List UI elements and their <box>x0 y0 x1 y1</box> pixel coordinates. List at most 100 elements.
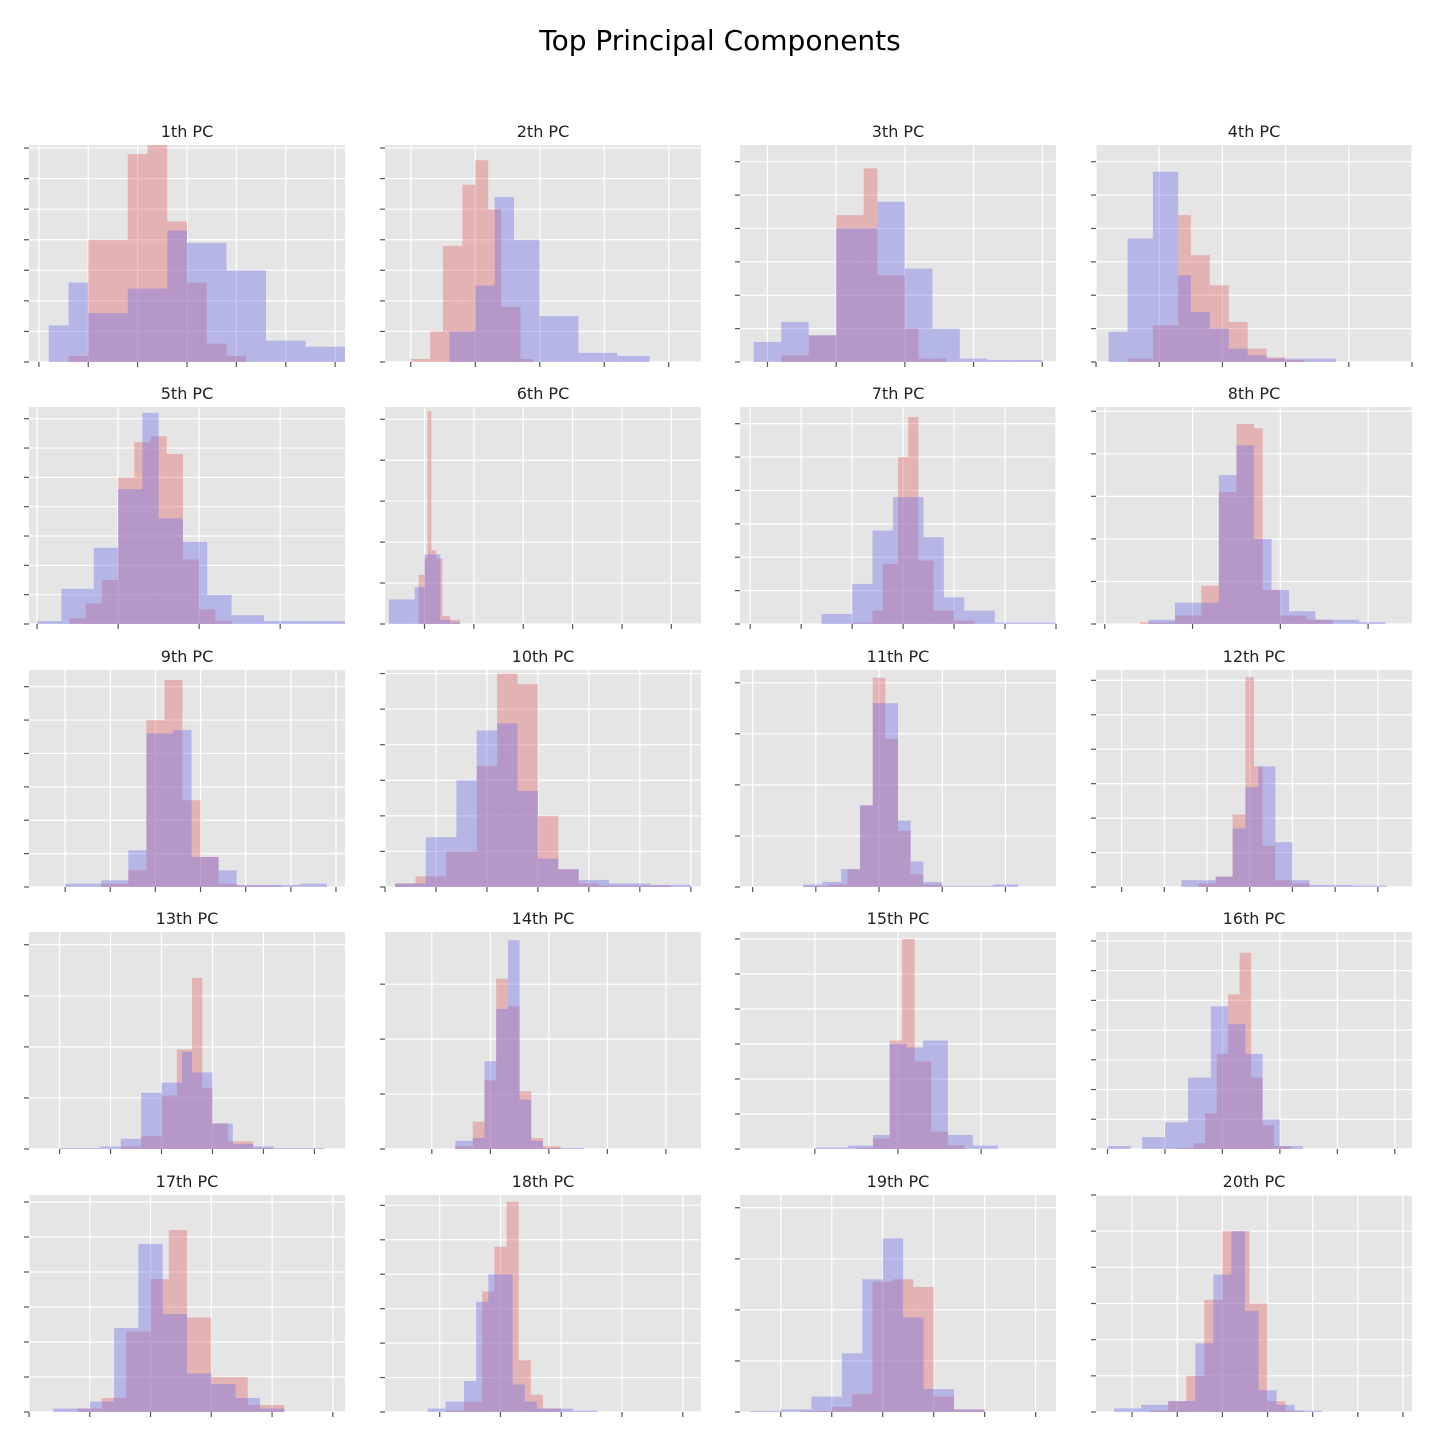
blue-bar <box>1359 622 1386 624</box>
red-bar <box>464 1401 483 1412</box>
red-bar <box>431 550 437 624</box>
red-bar <box>808 335 837 362</box>
blue-bar <box>68 282 89 362</box>
red-bar <box>436 558 443 624</box>
blue-bar <box>841 1353 863 1412</box>
blue-bar <box>427 1408 446 1412</box>
bars <box>48 145 345 362</box>
red-bar <box>182 559 200 624</box>
red-bar <box>1267 1401 1286 1412</box>
red-bar <box>501 306 521 362</box>
blue-bar <box>814 1147 849 1149</box>
red-bar <box>427 411 432 624</box>
blue-bar <box>464 1381 477 1412</box>
blue-bar <box>882 1238 904 1412</box>
panel-title: 16th PC <box>1223 909 1286 928</box>
blue-bar <box>898 820 911 887</box>
blue-bar <box>167 230 187 362</box>
red-bar <box>211 1377 248 1412</box>
blue-bar <box>266 340 306 362</box>
blue-bar <box>753 341 782 362</box>
red-bar <box>947 1145 965 1149</box>
blue-bar <box>294 1147 325 1149</box>
red-bar <box>1193 1143 1206 1149</box>
blue-bar <box>59 1147 101 1149</box>
blue-bar <box>609 883 651 887</box>
red-bar <box>488 209 502 362</box>
blue-bar <box>226 270 266 362</box>
blue-bar <box>494 196 514 362</box>
blue-bar <box>1114 1408 1142 1412</box>
bars <box>1181 676 1387 887</box>
red-bar <box>873 1138 890 1149</box>
blue-bar <box>512 1384 525 1412</box>
red-bar <box>126 1331 151 1412</box>
red-bar <box>128 870 147 887</box>
red-bar <box>847 869 861 887</box>
blue-bar <box>472 1138 485 1149</box>
blue-bar <box>181 1051 193 1149</box>
panel-title: 10th PC <box>512 647 575 666</box>
blue-bar <box>48 325 69 362</box>
blue-bar <box>146 733 174 887</box>
panel-18: 18th PC <box>380 1172 701 1417</box>
red-bar <box>424 558 428 624</box>
red-bar <box>520 358 534 362</box>
panel-2: 2th PC <box>380 122 701 367</box>
blue-bar <box>192 1072 213 1149</box>
red-bar <box>904 328 919 362</box>
blue-bar <box>922 1040 948 1149</box>
blue-bar <box>1258 1390 1277 1412</box>
blue-bar <box>1107 1146 1131 1149</box>
blue-bar <box>182 541 208 624</box>
red-bar <box>506 1201 519 1412</box>
red-bar <box>898 457 909 624</box>
plot-area <box>385 407 701 624</box>
red-bar <box>150 1279 169 1412</box>
blue-bar <box>89 1401 115 1412</box>
red-bar <box>1176 1147 1194 1149</box>
blue-bar <box>173 730 192 887</box>
red-bar <box>1201 585 1219 624</box>
figure-title: Top Principal Components <box>539 24 901 57</box>
blue-bar <box>954 1409 985 1412</box>
blue-bar <box>892 497 924 624</box>
blue-bar <box>910 861 924 887</box>
bars <box>53 1230 285 1412</box>
blue-bar <box>128 850 147 887</box>
blue-bar <box>1213 1274 1232 1412</box>
blue-bar <box>903 1317 924 1412</box>
blue-bar <box>1192 602 1219 624</box>
blue-bar <box>1232 828 1246 887</box>
blue-bar <box>120 1138 142 1149</box>
panel-15: 15th PC <box>735 909 1056 1154</box>
red-bar <box>141 1136 162 1149</box>
panel-title: 20th PC <box>1223 1172 1286 1191</box>
bars <box>753 168 1043 362</box>
panel-4: 4th PC <box>1091 122 1413 367</box>
blue-bar <box>218 870 237 887</box>
red-bar <box>85 603 102 624</box>
blue-bar <box>476 1301 489 1412</box>
red-bar <box>1168 1401 1187 1412</box>
red-bar <box>882 563 898 624</box>
bars <box>388 411 461 624</box>
red-bar <box>918 560 934 624</box>
blue-bar <box>1168 1401 1196 1412</box>
blue-bar <box>425 837 457 887</box>
blue-bar <box>207 594 232 624</box>
blue-bar <box>273 1147 295 1149</box>
red-bar <box>913 1286 934 1412</box>
blue-bar <box>1254 538 1272 624</box>
plot-area <box>740 1195 1056 1412</box>
blue-bar <box>904 268 933 362</box>
red-bar <box>77 1408 102 1412</box>
blue-bar <box>617 355 650 362</box>
blue-bar <box>872 703 886 887</box>
blue-bar <box>114 1328 139 1412</box>
blue-bar <box>1245 1053 1263 1149</box>
blue-bar <box>1236 445 1254 624</box>
red-bar <box>236 885 282 887</box>
red-bar <box>1215 876 1233 887</box>
blue-bar <box>923 1389 955 1412</box>
